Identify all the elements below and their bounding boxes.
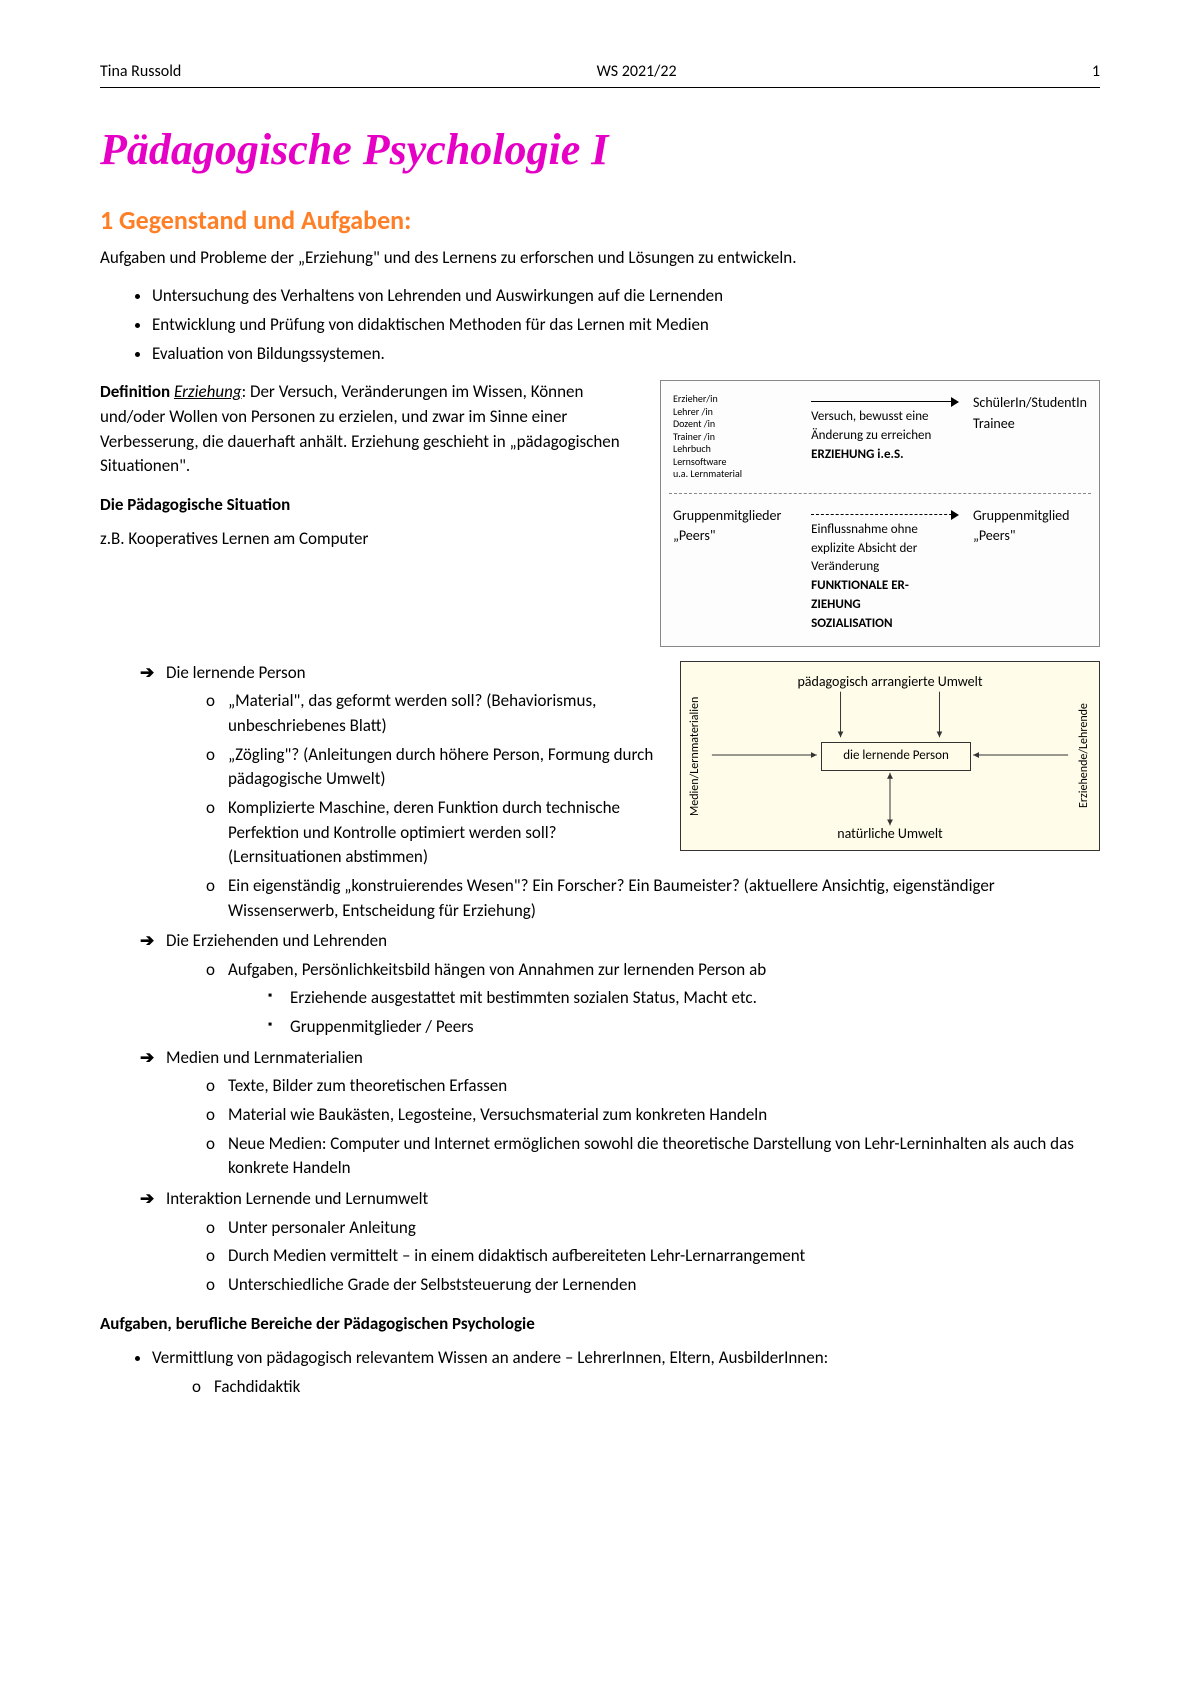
diag1-top-mid: Versuch, bewusst eine Änderung zu erreic… — [807, 389, 961, 485]
diag1-top-left: Erzieher/in Lehrer /in Dozent /in Traine… — [669, 389, 799, 485]
tasks-heading: Aufgaben, berufliche Bereiche der Pädago… — [100, 1312, 1100, 1337]
sub-item: Unter personaler Anleitung — [206, 1216, 1100, 1241]
definition-and-diagram-row: Definition Erziehung: Der Versuch, Verän… — [100, 380, 1100, 647]
bullet-item: Entwicklung und Prüfung von didaktischen… — [152, 313, 1100, 338]
diag1-bot-bold: FUNKTIONALE ER- ZIEHUNG SOZIALISATION — [811, 577, 957, 634]
arrow-item-label: Die lernende Person — [166, 662, 306, 683]
arrow-item: Die lernende Person „Material", das gefo… — [140, 661, 1100, 923]
doc-title: Pädagogische Psychologie I — [100, 118, 1100, 182]
bullet-item: Vermittlung von pädagogisch relevantem W… — [152, 1346, 1100, 1399]
sub-item: Aufgaben, Persönlichkeitsbild hängen von… — [206, 958, 1100, 1040]
section-1-heading: 1 Gegenstand und Aufgaben: — [100, 202, 1100, 240]
arrow-item-label: Medien und Lernmaterialien — [166, 1047, 363, 1068]
sub-item: Komplizierte Maschine, deren Funktion du… — [206, 796, 1100, 870]
sub-item-text: Aufgaben, Persönlichkeitsbild hängen von… — [228, 959, 766, 980]
situation-heading: Die Pädagogische Situation — [100, 493, 642, 518]
section-1-bullets: Untersuchung des Verhaltens von Lehrende… — [100, 284, 1100, 366]
tasks-list: Vermittlung von pädagogisch relevantem W… — [100, 1346, 1100, 1399]
header-author: Tina Russold — [100, 60, 181, 83]
diag1-bot-mid: Einflussnahme ohne explizite Absicht der… — [807, 502, 961, 638]
situation-example: z.B. Kooperatives Lernen am Computer — [100, 527, 642, 552]
diag1-bot-caption: Einflussnahme ohne explizite Absicht der… — [811, 521, 957, 578]
diag1-bot-left: Gruppenmitglieder „Peers" — [669, 502, 799, 638]
diag1-top-right: SchülerIn/StudentIn Trainee — [969, 389, 1091, 485]
definition-erziehung: Definition Erziehung: Der Versuch, Verän… — [100, 380, 642, 479]
sub-item: „Material", das geformt werden soll? (Be… — [206, 689, 1100, 738]
sub-sub-item: Gruppenmitglieder / Peers — [268, 1015, 1100, 1040]
arrow-item: Interaktion Lernende und Lernumwelt Unte… — [140, 1187, 1100, 1298]
sub-sub-item: Erziehende ausgestattet mit bestimmten s… — [268, 986, 1100, 1011]
sub-item: Texte, Bilder zum theoretischen Erfassen — [206, 1074, 1100, 1099]
header-semester: WS 2021/22 — [597, 60, 677, 83]
diag1-top-caption: Versuch, bewusst eine Änderung zu erreic… — [811, 408, 957, 446]
lernende-person-list: Die lernende Person „Material", das gefo… — [100, 661, 1100, 1298]
def-term: Erziehung — [174, 381, 242, 402]
arrow-item-label: Interaktion Lernende und Lernumwelt — [166, 1188, 428, 1209]
sub-item: Durch Medien vermittelt – in einem didak… — [206, 1244, 1100, 1269]
bullet-item: Untersuchung des Verhaltens von Lehrende… — [152, 284, 1100, 309]
sub-item: Ein eigenständig „konstruierendes Wesen"… — [206, 874, 1100, 923]
sub-item: „Zögling"? (Anleitungen durch höhere Per… — [206, 743, 1100, 792]
sub-item: Material wie Baukästen, Legosteine, Vers… — [206, 1103, 1100, 1128]
section-1-intro: Aufgaben und Probleme der „Erziehung" un… — [100, 246, 1100, 271]
diag1-top-bold: ERZIEHUNG i.e.S. — [811, 446, 957, 465]
arrow-item: Medien und Lernmaterialien Texte, Bilder… — [140, 1046, 1100, 1181]
erziehung-diagram: Erzieher/in Lehrer /in Dozent /in Traine… — [660, 380, 1100, 647]
sub-item: Unterschiedliche Grade der Selbststeueru… — [206, 1273, 1100, 1298]
arrow-item-label: Die Erziehenden und Lehrenden — [166, 930, 387, 951]
bullet-text: Vermittlung von pädagogisch relevantem W… — [152, 1347, 828, 1368]
def-label: Definition — [100, 381, 174, 402]
sub-item: Neue Medien: Computer und Internet ermög… — [206, 1132, 1100, 1181]
page-header: Tina Russold WS 2021/22 1 — [100, 60, 1100, 88]
bullet-item: Evaluation von Bildungssystemen. — [152, 342, 1100, 367]
diag1-bot-right: Gruppenmitglied „Peers" — [969, 502, 1091, 638]
header-page: 1 — [1092, 60, 1100, 83]
sub-item: Fachdidaktik — [192, 1375, 1100, 1400]
arrow-item: Die Erziehenden und Lehrenden Aufgaben, … — [140, 929, 1100, 1040]
